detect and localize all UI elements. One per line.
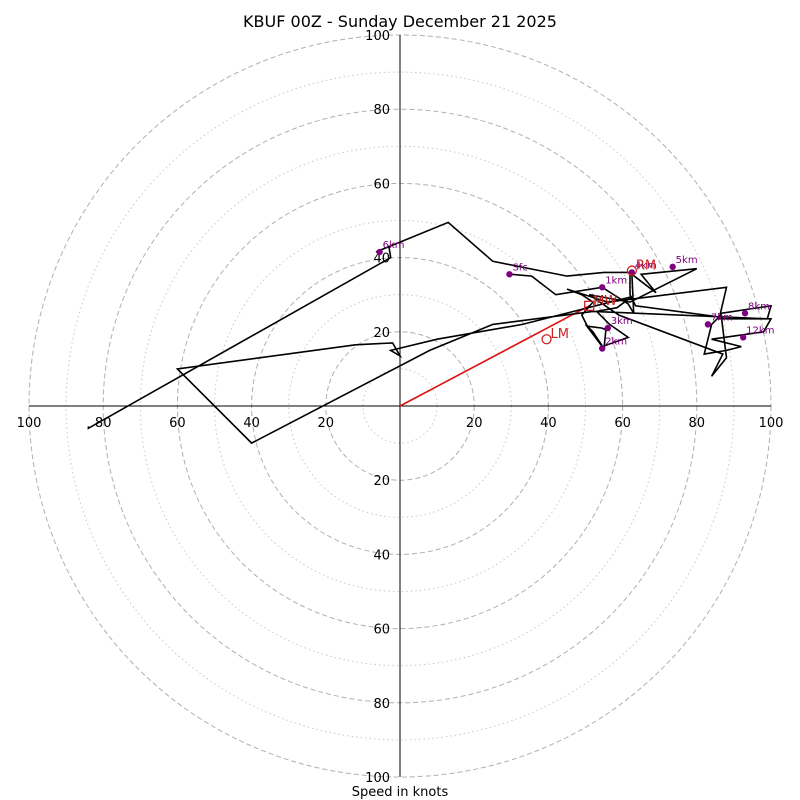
height-marker-dot [604, 324, 611, 332]
tick-label: 40 [373, 548, 390, 563]
storm-motion-marker [626, 265, 638, 276]
tick-label: 80 [689, 416, 706, 431]
tick-label: 40 [373, 252, 390, 267]
height-marker-dot [628, 269, 636, 276]
tick-label: 80 [373, 697, 390, 712]
storm-motion-marker [541, 334, 552, 345]
height-marker-label: 7km [711, 312, 733, 323]
height-marker-label: 1km [605, 275, 627, 286]
tick-label: 60 [373, 623, 390, 638]
tick-label: 20 [466, 416, 483, 431]
height-markers: Sfc 1km 2km 3km 4km 5km 6km 7km 8km 12km [376, 240, 774, 352]
height-marker-label: 4km [635, 260, 657, 271]
x-axis-label: Speed in knots [352, 785, 449, 800]
height-marker-label: 8km [748, 301, 770, 312]
tick-label: 60 [373, 177, 390, 192]
tick-label: 80 [95, 416, 112, 431]
tick-label: 40 [540, 416, 557, 431]
wind-trace-group [87, 221, 773, 445]
height-marker-label: 5km [676, 255, 698, 266]
height-marker-dot [598, 284, 606, 291]
height-marker-dot [598, 345, 606, 352]
height-marker-label: Sfc [512, 262, 527, 273]
height-marker-label: 3km [611, 316, 633, 327]
height-marker-label: 6km [383, 240, 405, 251]
mean-wind-vector [399, 305, 590, 407]
storm-motion-label: LM [551, 327, 569, 342]
tick-label: 60 [614, 416, 631, 431]
height-marker-label: 2km [605, 336, 627, 347]
tick-label: 20 [318, 416, 335, 431]
tick-label: 60 [169, 416, 186, 431]
storm-motion-label: RM [636, 259, 656, 274]
height-marker-dot [739, 334, 747, 341]
tick-label: 20 [373, 474, 390, 489]
tick-label: 80 [373, 103, 390, 118]
height-marker-dot [376, 248, 383, 256]
height-marker-dot [669, 263, 676, 271]
chart-title: KBUF 00Z - Sunday December 21 2025 [243, 12, 557, 31]
height-marker-dot [741, 310, 749, 317]
wind-trace [87, 221, 773, 445]
storm-motions: RM LM MW [541, 259, 656, 345]
tick-label: 100 [17, 416, 42, 431]
tick-labels: 100 80 60 40 20 20 40 60 80 100 20 40 60 80 100 20 40 60 8… [17, 29, 784, 786]
tick-label: 100 [365, 29, 390, 44]
height-marker-label: 12km [746, 325, 774, 336]
height-marker-dot [506, 271, 513, 278]
tick-label: 100 [759, 416, 784, 431]
tick-label: 40 [243, 416, 260, 431]
height-marker-dot [704, 321, 712, 328]
tick-label: 100 [365, 771, 390, 786]
mean-wind-marker [584, 300, 595, 311]
tick-label: 20 [373, 326, 390, 341]
storm-motion-label: MW [593, 294, 617, 309]
